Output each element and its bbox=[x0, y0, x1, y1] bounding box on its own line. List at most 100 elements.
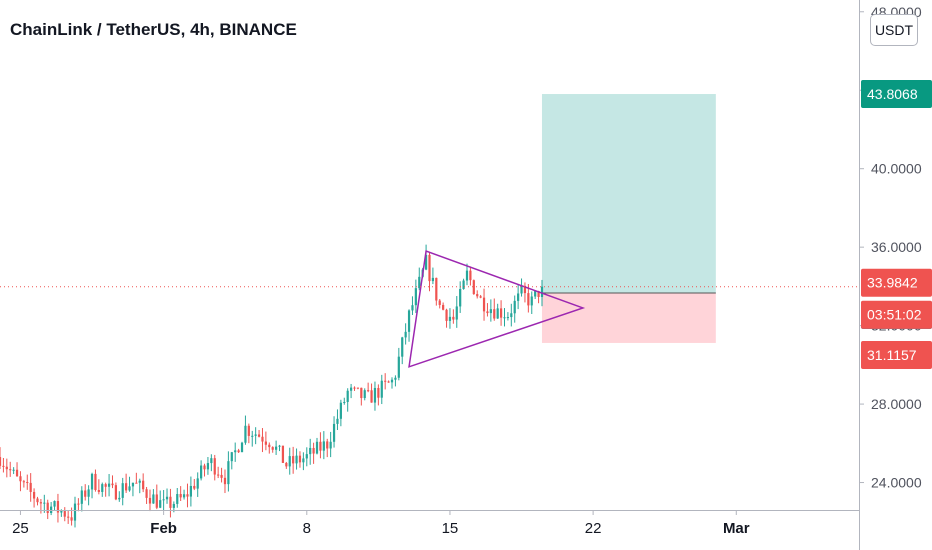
candle-body bbox=[459, 289, 462, 307]
candle-body bbox=[510, 313, 513, 318]
candle-body bbox=[465, 270, 469, 281]
candle-body bbox=[213, 458, 216, 475]
candle-body bbox=[264, 441, 267, 445]
candle-body bbox=[53, 501, 56, 507]
candle-body bbox=[370, 390, 373, 403]
candle-body bbox=[131, 482, 135, 487]
x-tick-label: Mar bbox=[723, 520, 750, 537]
candle-body bbox=[380, 380, 383, 398]
candle-body bbox=[332, 423, 336, 442]
candle-body bbox=[193, 485, 196, 489]
candle-body bbox=[377, 387, 380, 398]
candle-body bbox=[169, 496, 172, 508]
candle-body bbox=[179, 494, 182, 498]
candle-body bbox=[200, 465, 203, 479]
candle-body bbox=[302, 458, 305, 463]
candle-body bbox=[2, 465, 5, 467]
candle-body bbox=[217, 474, 220, 476]
candle-body bbox=[189, 485, 192, 497]
candle-body bbox=[394, 377, 397, 380]
candle-body bbox=[288, 456, 291, 467]
candle-body bbox=[312, 447, 315, 454]
candle-body bbox=[0, 457, 2, 466]
candle-body bbox=[155, 494, 158, 508]
candle-body bbox=[257, 434, 261, 437]
candle-body bbox=[493, 309, 496, 319]
candle-body bbox=[431, 277, 435, 282]
candle-body bbox=[125, 483, 128, 491]
candle-body bbox=[356, 387, 360, 389]
candle-body bbox=[397, 356, 400, 378]
candle-body bbox=[15, 469, 19, 477]
candle-body bbox=[472, 280, 475, 295]
candle-body bbox=[244, 425, 247, 443]
candle-body bbox=[298, 455, 302, 463]
candle-body bbox=[390, 379, 394, 383]
triangle-outline bbox=[408, 250, 586, 368]
candle-body bbox=[5, 466, 8, 470]
candle-body bbox=[203, 465, 206, 470]
candle-body bbox=[67, 516, 70, 518]
candle-body bbox=[101, 484, 104, 492]
candle-body bbox=[530, 296, 533, 306]
candle-body bbox=[407, 310, 411, 332]
candle-body bbox=[401, 337, 404, 357]
candle-body bbox=[251, 435, 254, 437]
candle-body bbox=[80, 490, 83, 504]
candle-body bbox=[148, 497, 152, 504]
candle-body bbox=[176, 494, 179, 504]
stop-price-badge-text: 31.1157 bbox=[867, 347, 917, 363]
candle-body bbox=[19, 476, 22, 482]
candle-body bbox=[227, 461, 230, 485]
currency-button[interactable]: USDT bbox=[870, 14, 918, 46]
candle-body bbox=[26, 482, 29, 484]
candle-body bbox=[165, 496, 169, 500]
candle-body bbox=[196, 478, 199, 489]
candle-body bbox=[285, 462, 288, 467]
candles bbox=[0, 244, 544, 528]
candle-body bbox=[326, 441, 329, 449]
candle-body bbox=[84, 490, 87, 497]
candle-body bbox=[90, 473, 94, 490]
chart-title: ChainLink / TetherUS, 4h, BINANCE bbox=[10, 20, 297, 39]
candle-body bbox=[462, 280, 465, 290]
candle-body bbox=[271, 447, 274, 450]
candle-body bbox=[50, 506, 53, 513]
candle-body bbox=[135, 482, 138, 484]
candle-body bbox=[517, 293, 520, 301]
x-tick-label: 8 bbox=[303, 520, 311, 537]
candle-body bbox=[319, 441, 322, 451]
candle-body bbox=[94, 473, 97, 490]
candle-body bbox=[111, 483, 114, 486]
candle-body bbox=[104, 484, 107, 487]
countdown-badge-text: 03:51:02 bbox=[867, 307, 922, 323]
candle-body bbox=[182, 494, 186, 498]
candle-body bbox=[114, 485, 118, 500]
candle-body bbox=[56, 501, 60, 513]
candle-body bbox=[523, 285, 527, 294]
candle-body bbox=[315, 441, 319, 454]
candle-body bbox=[309, 447, 312, 455]
candle-body bbox=[343, 401, 346, 403]
candle-body bbox=[329, 441, 332, 449]
candle-body bbox=[206, 463, 210, 470]
candle-body bbox=[159, 500, 162, 508]
candle-body bbox=[418, 276, 421, 289]
stop-zone bbox=[541, 293, 716, 343]
candle-body bbox=[499, 308, 503, 318]
candle-body bbox=[22, 481, 25, 483]
candle-body bbox=[12, 469, 15, 471]
stop-price-badge bbox=[861, 340, 932, 369]
candle-body bbox=[70, 517, 73, 521]
candle-body bbox=[506, 317, 510, 319]
candle-body bbox=[223, 477, 227, 485]
candle-body bbox=[292, 456, 295, 464]
candle-body bbox=[261, 436, 264, 442]
candle-body bbox=[339, 402, 342, 419]
candle-body bbox=[455, 306, 458, 320]
y-tick-label: 40.0000 bbox=[871, 161, 922, 177]
candle-body bbox=[476, 294, 479, 297]
